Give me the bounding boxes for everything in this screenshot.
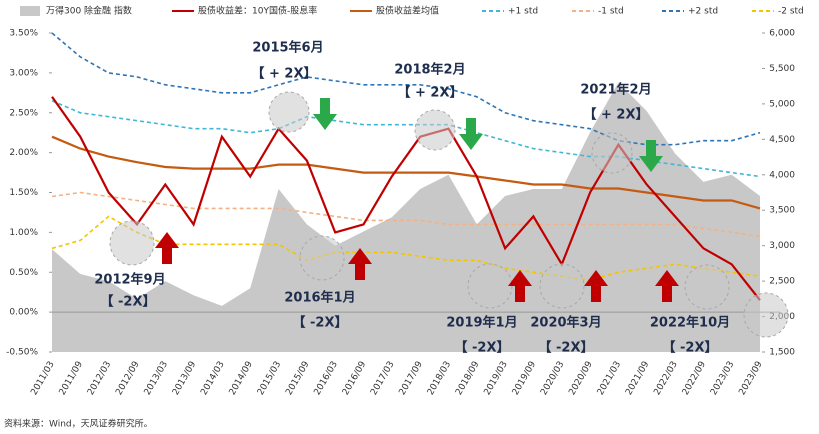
series-line xyxy=(51,32,761,146)
x-tick-label: 2011/03 xyxy=(29,360,56,397)
x-tick-label: 2022/09 xyxy=(681,360,708,398)
annotation: 【 + 2X】 xyxy=(251,66,316,82)
legend-label: -1 std xyxy=(598,7,624,17)
y-tick-label: 2.00% xyxy=(9,148,38,158)
y2-tick-label: 5,000 xyxy=(769,99,795,109)
y-tick-label: 3.50% xyxy=(9,29,38,39)
x-tick-label: 2016/03 xyxy=(313,360,340,397)
x-tick-label: 2015/09 xyxy=(284,360,311,398)
y2-tick-label: 3,000 xyxy=(769,241,795,251)
x-tick-label: 2014/03 xyxy=(199,360,226,397)
x-tick-label: 2019/03 xyxy=(483,360,510,397)
series-line xyxy=(51,191,761,238)
annotation: 2020年3月 xyxy=(530,315,601,331)
y-tick-label: 2.50% xyxy=(9,108,38,118)
annotation: 【 -2X】 xyxy=(539,340,594,356)
x-tick-label: 2019/09 xyxy=(511,360,538,398)
y-tick-label: 1.00% xyxy=(9,228,38,238)
annotation: 2019年1月 xyxy=(446,315,517,331)
y2-tick-label: 4,500 xyxy=(769,135,795,145)
legend-label: -2 std xyxy=(778,7,804,17)
x-tick-label: 2022/03 xyxy=(652,360,679,397)
x-tick-label: 2015/03 xyxy=(256,360,283,397)
source-note: 资料来源：Wind，天风证券研究所。 xyxy=(4,418,153,430)
annotation: 2015年6月 xyxy=(252,40,323,56)
up-arrow xyxy=(584,270,608,302)
highlight-circle xyxy=(268,91,310,133)
x-tick-label: 2023/09 xyxy=(737,360,764,398)
x-tick-label: 2011/09 xyxy=(58,360,85,398)
x-tick-label: 2012/03 xyxy=(86,360,113,397)
y2-tick-label: 4,000 xyxy=(769,170,795,180)
legend-label: 万得300 除金融 指数 xyxy=(46,5,132,17)
annotation: 【 -2X】 xyxy=(293,315,348,331)
y-tick-label: 1.50% xyxy=(9,188,38,198)
highlight-circle xyxy=(414,109,456,151)
decorations xyxy=(109,91,789,338)
annotation: 2018年2月 xyxy=(394,62,465,78)
series-line xyxy=(51,135,761,210)
down-arrow xyxy=(639,140,663,172)
y-tick-label: -0.50% xyxy=(6,348,38,358)
annotation: 2012年9月 xyxy=(94,272,165,288)
annotation: 【 -2X】 xyxy=(101,294,156,310)
y2-tick-label: 5,500 xyxy=(769,64,795,74)
highlight-circle xyxy=(299,235,345,281)
annotation: 2021年2月 xyxy=(580,82,651,98)
up-arrow xyxy=(155,232,179,264)
y2-tick-label: 1,500 xyxy=(769,348,795,358)
y2-tick-label: 2,500 xyxy=(769,277,795,287)
highlight-circle xyxy=(467,263,513,309)
y-tick-label: 0.50% xyxy=(9,268,38,278)
down-arrow xyxy=(313,98,337,130)
x-tick-label: 2013/03 xyxy=(143,360,170,397)
y2-tick-label: 6,000 xyxy=(769,29,795,39)
annotation: 【 + 2X】 xyxy=(397,85,462,101)
up-arrow xyxy=(348,248,372,280)
x-tick-label: 2017/09 xyxy=(398,360,425,398)
plot: -0.50% 0.00% 0.50% 1.00% 1.50% 2.00% 2.50% 3.00… xyxy=(6,5,804,398)
x-tick-label: 2018/09 xyxy=(454,360,481,398)
x-tick-label: 2020/09 xyxy=(567,360,594,398)
annotation: 2016年1月 xyxy=(284,290,355,306)
x-tick-label: 2018/03 xyxy=(426,360,453,397)
highlight-circle xyxy=(684,264,730,310)
up-arrow xyxy=(508,270,532,302)
y-tick-label: 3.00% xyxy=(9,68,38,78)
y-tick-label: 0.00% xyxy=(9,308,38,318)
legend-label: 股债收益差均值 xyxy=(376,5,439,17)
x-tick-label: 2016/09 xyxy=(341,360,368,398)
y2-tick-label: 3,500 xyxy=(769,206,795,216)
x-tick-label: 2012/09 xyxy=(114,360,141,398)
legend-label: 股债收益差：10Y国债-股息率 xyxy=(198,5,317,17)
x-tick-label: 2020/03 xyxy=(539,360,566,397)
index-area xyxy=(52,82,760,352)
highlight-circle xyxy=(743,292,789,338)
annotation: 【 -2X】 xyxy=(455,340,510,356)
x-tick-label: 2013/09 xyxy=(171,360,198,398)
x-tick-label: 2023/03 xyxy=(709,360,736,397)
up-arrow xyxy=(655,270,679,302)
highlight-circle xyxy=(591,132,633,174)
x-tick-label: 2021/03 xyxy=(596,360,623,397)
x-tick-label: 2014/09 xyxy=(228,360,255,398)
legend-swatch xyxy=(20,6,40,16)
x-tick-label: 2021/09 xyxy=(624,360,651,398)
highlight-circle xyxy=(109,220,155,266)
down-arrow xyxy=(459,118,483,150)
series-line xyxy=(51,100,761,178)
annotation: 【 + 2X】 xyxy=(583,107,648,123)
highlight-circle xyxy=(539,263,585,309)
legend-label: +2 std xyxy=(688,7,718,17)
x-tick-label: 2017/03 xyxy=(369,360,396,397)
series-line xyxy=(51,96,761,301)
annotation: 2022年10月 xyxy=(650,315,730,331)
legend-label: +1 std xyxy=(508,7,538,17)
annotation: 【 -2X】 xyxy=(663,340,718,356)
